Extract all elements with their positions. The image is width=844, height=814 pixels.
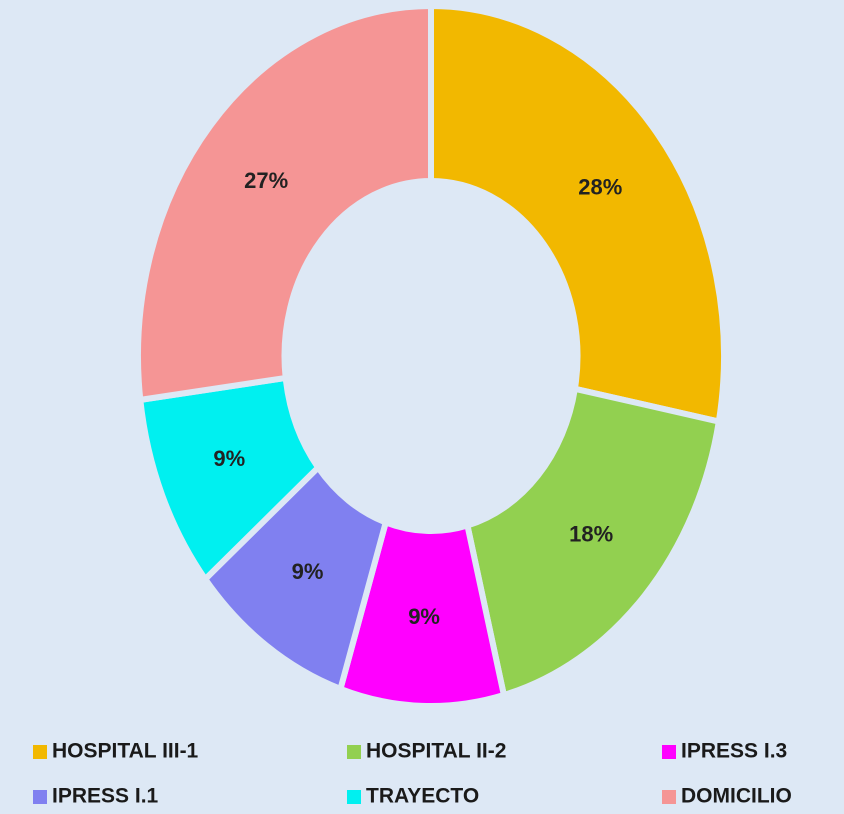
value-label: 18% (569, 522, 613, 547)
legend-swatch (347, 790, 361, 804)
value-label: 9% (408, 604, 440, 629)
value-label: 28% (578, 174, 622, 199)
legend-swatch (347, 745, 361, 759)
value-label: 9% (213, 446, 245, 471)
legend-swatch (33, 745, 47, 759)
donut-slice (135, 3, 434, 403)
donut-slice (464, 385, 722, 699)
donut-slice (428, 3, 727, 425)
legend-swatch (33, 790, 47, 804)
legend-label: HOSPITAL III-1 (52, 740, 199, 763)
value-label: 9% (292, 559, 324, 584)
legend-label: IPRESS I.3 (681, 740, 787, 763)
legend-label: HOSPITAL II-2 (366, 740, 506, 763)
legend-label: IPRESS I.1 (52, 785, 159, 808)
legend-label: DOMICILIO (681, 785, 792, 808)
value-label: 27% (244, 168, 288, 193)
legend-label: TRAYECTO (366, 785, 479, 808)
legend-swatch (662, 790, 676, 804)
legend-swatch (662, 745, 676, 759)
